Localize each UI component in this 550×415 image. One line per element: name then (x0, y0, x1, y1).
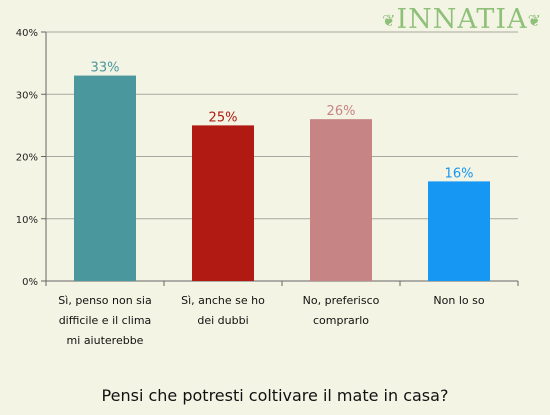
bar (74, 75, 136, 281)
y-tick-label: 20% (16, 153, 38, 164)
bar (428, 181, 490, 281)
logo-text: INNATIA (396, 4, 528, 35)
bar (192, 125, 254, 281)
y-tick-label: 30% (16, 90, 38, 101)
chart-title: Pensi che potresti coltivare il mate in … (101, 386, 449, 405)
leaf-icon: ❦ (527, 11, 542, 30)
y-tick-label: 0% (22, 277, 38, 288)
innatia-logo: ❦INNATIA❦ (382, 4, 542, 35)
data-label: 26% (327, 104, 356, 119)
bar-chart: 0% 10% 20% 30% 40% 33% 25% 26% 16% (16, 28, 519, 288)
bars (74, 75, 490, 282)
bar (310, 119, 372, 282)
y-tick-label: 40% (16, 28, 38, 39)
x-tick-label: Sì, anche se ho dei dubbi (181, 294, 265, 327)
data-label: 16% (445, 166, 474, 181)
x-tick-label: Sì, penso non sia difficile e il clima m… (58, 294, 152, 347)
data-label: 33% (91, 61, 120, 76)
x-tick-label: Non lo so (433, 294, 485, 307)
leaf-icon: ❦ (382, 11, 397, 30)
y-tick-label: 10% (16, 215, 38, 226)
x-tick-label: No, preferisco comprarlo (302, 294, 380, 327)
data-labels: 33% 25% 26% 16% (91, 61, 474, 182)
data-label: 25% (209, 110, 238, 125)
